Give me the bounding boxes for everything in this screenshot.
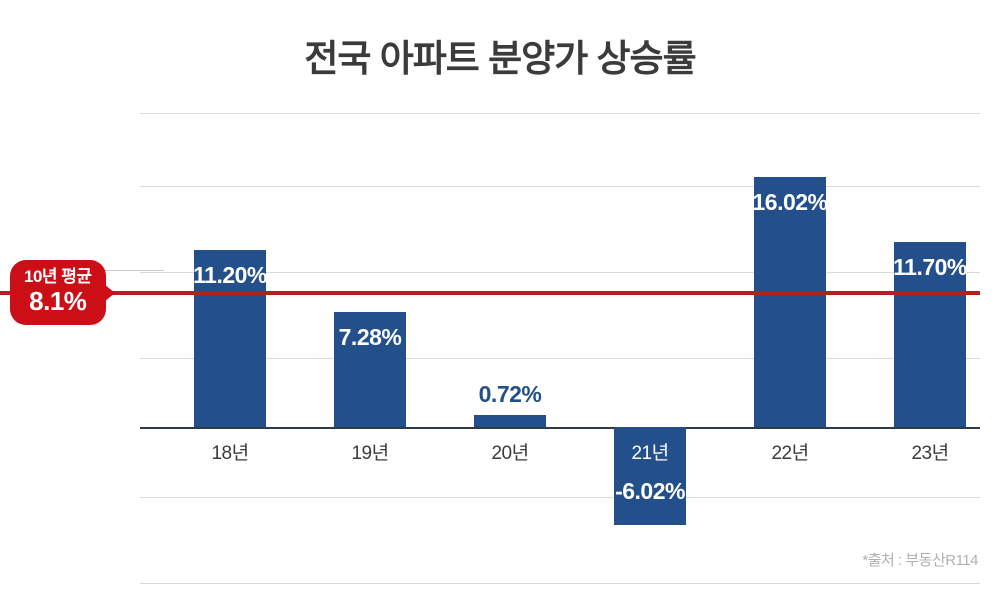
bar-value-19: 7.28%: [338, 324, 402, 350]
gridline: [140, 186, 980, 187]
bar-23[interactable]: [894, 242, 966, 427]
tick-label-20: 20년: [491, 443, 529, 464]
source-note: *출처 : 부동산R114: [862, 552, 978, 569]
bar-value-21: -6.02%: [615, 478, 685, 504]
bar-20[interactable]: [474, 415, 546, 427]
bar-22[interactable]: [754, 177, 826, 427]
tick-label-19: 19년: [351, 443, 389, 464]
gridline: [140, 497, 980, 498]
page-title: 전국 아파트 분양가 상승률: [304, 38, 696, 79]
bar-value-23: 11.70%: [893, 254, 967, 280]
bar-18[interactable]: [194, 250, 266, 427]
average-reference-line: [0, 291, 980, 295]
average-badge-label: 10년 평균: [24, 267, 92, 286]
average-badge-pointer-icon: [103, 283, 115, 302]
tick-label-21: 21년: [631, 443, 669, 464]
average-badge[interactable]: 10년 평균 8.1%: [10, 260, 115, 326]
average-connector-line: [104, 270, 164, 271]
gridline: [140, 358, 980, 359]
gridline: [140, 583, 980, 584]
bar-value-22: 16.02%: [752, 189, 828, 215]
axis-baseline: [140, 427, 980, 429]
bar-group-18: 11.20% 18년: [164, 100, 296, 590]
bar-group-22: 16.02% 22년: [724, 100, 856, 590]
gridline: [140, 272, 980, 273]
tick-label-22: 22년: [771, 443, 809, 464]
bar-value-20: 0.72%: [478, 381, 542, 407]
plot-area: 11.20% 18년 7.28% 19년 0.72% 20년 21년 -6.02…: [140, 100, 980, 590]
bar-group-21: 21년 -6.02%: [584, 100, 716, 590]
bar-value-18: 11.20%: [193, 262, 267, 288]
bar-19[interactable]: [334, 312, 406, 427]
bar-group-20: 0.72% 20년: [444, 100, 576, 590]
average-badge-value: 8.1%: [29, 285, 87, 316]
tick-label-18: 18년: [211, 443, 249, 464]
gridline: [140, 113, 980, 114]
bar-21[interactable]: [614, 427, 686, 525]
bar-group-23: 11.70% 23년: [864, 100, 996, 590]
tick-label-23: 23년: [911, 443, 949, 464]
bar-group-19: 7.28% 19년: [304, 100, 436, 590]
